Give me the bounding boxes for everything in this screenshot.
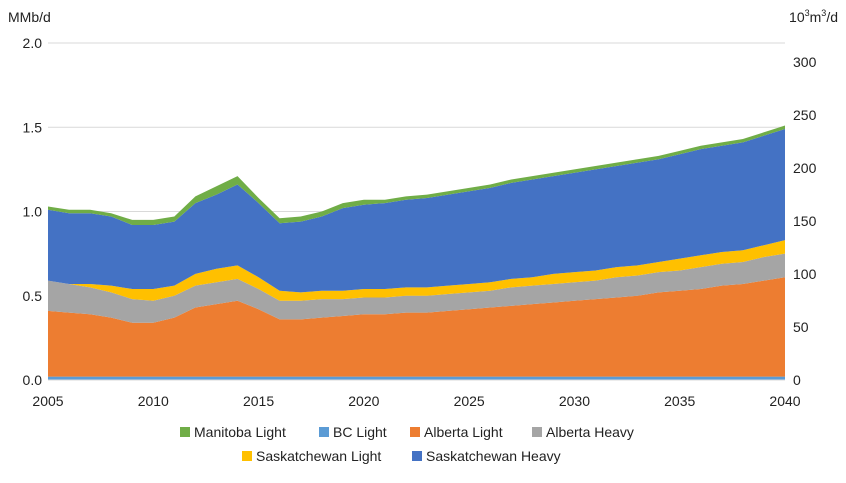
y-tick-right: 250 [793, 107, 817, 123]
y-tick-left: 1.5 [23, 119, 43, 135]
legend-label-saskatchewan-light: Saskatchewan Light [256, 448, 381, 464]
x-tick: 2030 [559, 393, 590, 409]
y-tick-right: 150 [793, 213, 817, 229]
legend: Manitoba Light BC Light Alberta Light Alber… [180, 424, 634, 464]
legend-label-alberta-light: Alberta Light [424, 424, 503, 440]
x-tick: 2010 [138, 393, 169, 409]
area-saskatchewan-light [48, 240, 785, 301]
y-tick-left: 2.0 [23, 35, 43, 51]
legend-label-manitoba-light: Manitoba Light [194, 424, 286, 440]
x-tick: 2035 [664, 393, 695, 409]
legend-swatch-alberta-light [410, 427, 420, 437]
x-tick: 2025 [454, 393, 485, 409]
legend-swatch-manitoba-light [180, 427, 190, 437]
legend-swatch-saskatchewan-heavy [412, 451, 422, 461]
axes: MMb/d 103m3/d [8, 8, 838, 381]
area-alberta-heavy [48, 253, 785, 323]
area-saskatchewan-heavy [48, 128, 785, 293]
y-tick-right: 50 [793, 319, 809, 335]
legend-label-alberta-heavy: Alberta Heavy [546, 424, 634, 440]
legend-swatch-alberta-heavy [532, 427, 542, 437]
area-alberta-light [48, 277, 785, 377]
legend-label-saskatchewan-heavy: Saskatchewan Heavy [426, 448, 561, 464]
y-tick-right: 0 [793, 372, 801, 388]
y-tick-right: 100 [793, 266, 817, 282]
left-axis-title: MMb/d [8, 9, 51, 25]
x-tick: 2005 [32, 393, 63, 409]
y-tick-left: 0.5 [23, 288, 43, 304]
legend-swatch-bc-light [319, 427, 329, 437]
y-tick-left: 0.0 [23, 372, 43, 388]
x-tick: 2020 [348, 393, 379, 409]
area-series [48, 125, 785, 380]
area-bc-light [48, 376, 785, 380]
x-tick: 2015 [243, 393, 274, 409]
tick-labels: 0.0 0.5 1.0 1.5 2.0 0 50 100 150 200 250 300 2005 201… [23, 35, 817, 409]
right-axis-title: 103m3/d [789, 8, 838, 25]
y-tick-left: 1.0 [23, 204, 43, 220]
y-tick-right: 200 [793, 160, 817, 176]
legend-swatch-saskatchewan-light [242, 451, 252, 461]
legend-label-bc-light: BC Light [333, 424, 387, 440]
y-tick-right: 300 [793, 54, 817, 70]
x-tick: 2040 [769, 393, 800, 409]
